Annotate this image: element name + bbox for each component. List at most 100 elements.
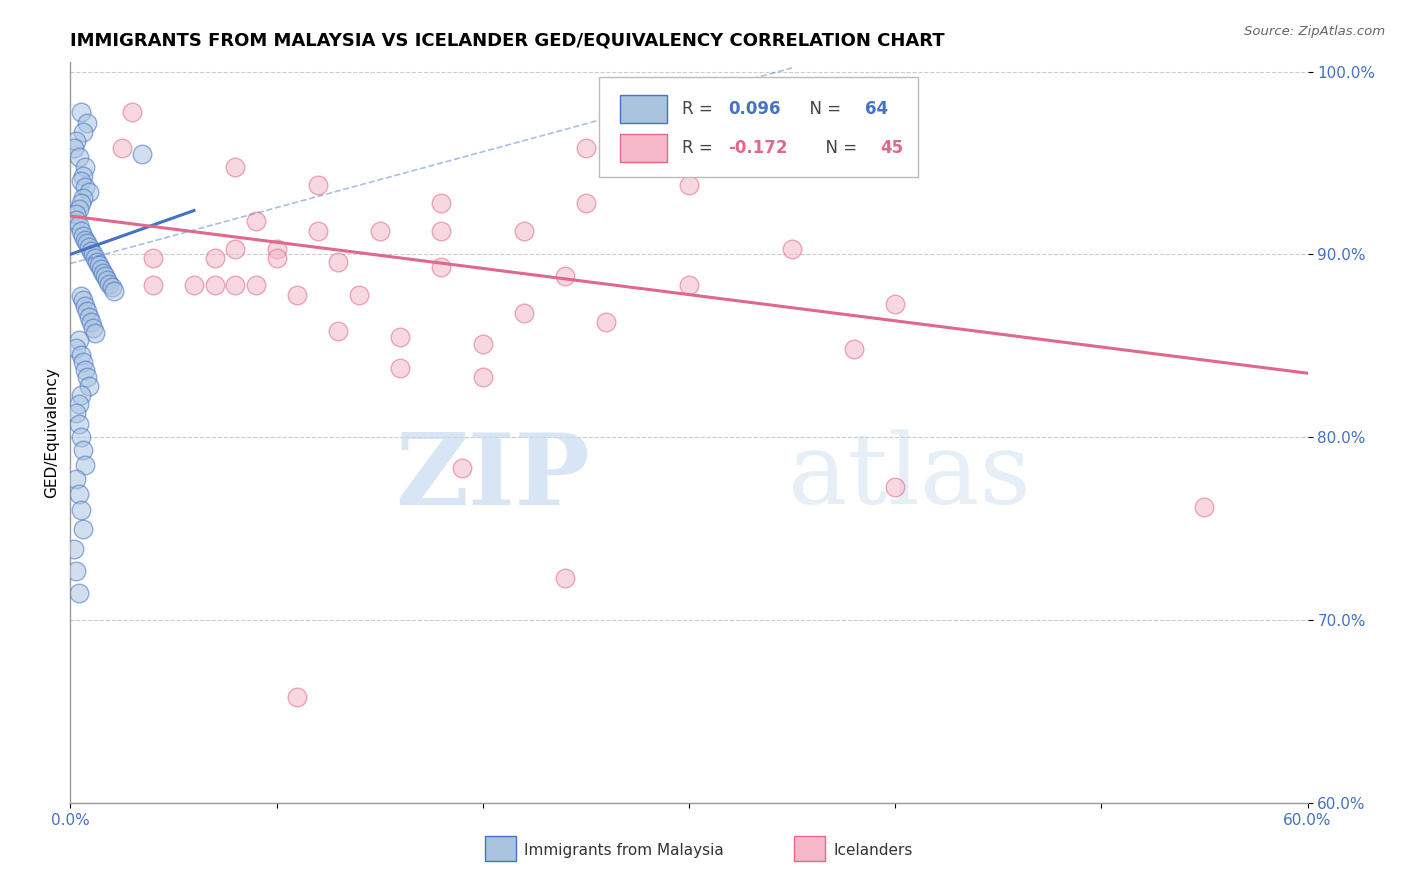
Point xyxy=(842,343,865,357)
Point xyxy=(204,278,226,293)
Point xyxy=(73,458,96,472)
Point xyxy=(65,212,87,227)
Point xyxy=(72,169,94,183)
Text: R =: R = xyxy=(682,100,717,118)
FancyBboxPatch shape xyxy=(620,134,666,161)
Point xyxy=(451,461,474,475)
FancyBboxPatch shape xyxy=(599,78,918,178)
Point xyxy=(69,388,91,402)
Point xyxy=(285,287,308,301)
Point xyxy=(554,269,576,284)
Point xyxy=(90,262,112,277)
Point xyxy=(595,315,617,329)
Point xyxy=(245,278,267,293)
Point xyxy=(63,141,86,155)
Point xyxy=(69,224,91,238)
Point xyxy=(77,310,100,324)
Point xyxy=(266,242,288,256)
Point xyxy=(430,224,453,238)
Point xyxy=(637,137,659,152)
Text: IMMIGRANTS FROM MALAYSIA VS ICELANDER GED/EQUIVALENCY CORRELATION CHART: IMMIGRANTS FROM MALAYSIA VS ICELANDER GE… xyxy=(70,32,945,50)
Point xyxy=(204,251,226,265)
Point xyxy=(389,360,412,375)
Point xyxy=(224,278,246,293)
Point xyxy=(72,293,94,307)
Point xyxy=(84,326,107,340)
Point xyxy=(884,479,907,493)
Point xyxy=(471,337,494,351)
Point xyxy=(77,240,100,254)
Text: R =: R = xyxy=(682,138,717,157)
Text: Immigrants from Malaysia: Immigrants from Malaysia xyxy=(524,843,724,857)
Text: N =: N = xyxy=(815,138,862,157)
Point xyxy=(80,315,103,329)
Point xyxy=(307,224,329,238)
Point xyxy=(67,151,90,165)
Point xyxy=(65,134,87,148)
Point xyxy=(430,260,453,275)
Point xyxy=(76,236,98,251)
Point xyxy=(65,564,87,578)
Point xyxy=(69,503,91,517)
Point xyxy=(72,355,94,369)
Point xyxy=(142,278,165,293)
Point xyxy=(84,251,107,265)
Point xyxy=(73,362,96,376)
Point xyxy=(63,541,86,556)
Point xyxy=(82,320,104,334)
Point xyxy=(111,141,134,155)
Point xyxy=(103,284,125,298)
Point xyxy=(91,266,114,280)
Point xyxy=(780,242,803,256)
Point xyxy=(72,229,94,244)
Point xyxy=(77,379,100,393)
Text: 45: 45 xyxy=(880,138,904,157)
Point xyxy=(224,160,246,174)
Point xyxy=(80,244,103,258)
Point xyxy=(575,196,598,211)
Point xyxy=(285,690,308,704)
Point xyxy=(94,269,117,284)
Point xyxy=(368,224,391,238)
Point xyxy=(73,233,96,247)
Point xyxy=(307,178,329,192)
Point xyxy=(86,254,108,268)
Point xyxy=(575,141,598,155)
Point xyxy=(72,191,94,205)
Point xyxy=(76,369,98,384)
Point xyxy=(67,397,90,411)
Point xyxy=(224,242,246,256)
Point xyxy=(513,224,536,238)
Point xyxy=(67,487,90,501)
Point xyxy=(328,254,350,268)
Point xyxy=(347,287,370,301)
Point xyxy=(471,369,494,384)
Point xyxy=(65,406,87,420)
Text: Icelanders: Icelanders xyxy=(834,843,912,857)
Point xyxy=(98,277,121,291)
Point xyxy=(266,251,288,265)
Point xyxy=(67,202,90,216)
Point xyxy=(67,334,90,348)
Point xyxy=(554,571,576,585)
Point xyxy=(69,196,91,211)
Point xyxy=(328,324,350,338)
Text: N =: N = xyxy=(799,100,846,118)
Point xyxy=(69,174,91,188)
Point xyxy=(67,417,90,432)
Text: 0.096: 0.096 xyxy=(728,100,780,118)
Y-axis label: GED/Equivalency: GED/Equivalency xyxy=(44,368,59,498)
FancyBboxPatch shape xyxy=(620,95,666,123)
Text: -0.172: -0.172 xyxy=(728,138,787,157)
Point xyxy=(73,179,96,194)
Point xyxy=(73,299,96,313)
Point xyxy=(131,146,153,161)
Point xyxy=(65,472,87,486)
Point xyxy=(513,306,536,320)
Point xyxy=(1194,500,1216,514)
Point xyxy=(678,178,700,192)
Point xyxy=(77,186,100,200)
Text: Source: ZipAtlas.com: Source: ZipAtlas.com xyxy=(1244,25,1385,38)
Point xyxy=(76,304,98,318)
Point xyxy=(65,341,87,355)
